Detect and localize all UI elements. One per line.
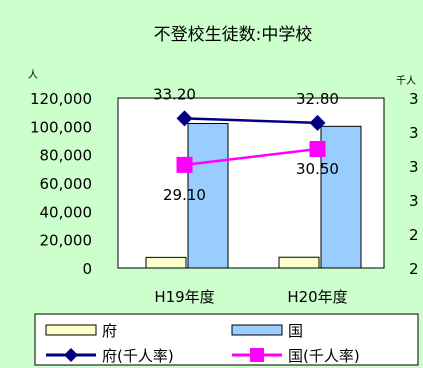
y-left-tick-label: 60,000 bbox=[40, 175, 93, 193]
bar-0-1 bbox=[278, 256, 320, 269]
bar-1-1 bbox=[320, 125, 362, 269]
y-right-tick-label: 3 bbox=[409, 192, 419, 210]
y-right-unit: 千人 bbox=[396, 75, 416, 87]
y-left-tick-label: 80,000 bbox=[40, 147, 93, 165]
legend-marker-3 bbox=[250, 348, 264, 362]
y-right-tick-label: 2 bbox=[409, 226, 419, 244]
legend-label: 府(千人率) bbox=[102, 347, 174, 365]
y-left-tick-label: 0 bbox=[82, 260, 92, 278]
y-left-tick-label: 100,000 bbox=[30, 118, 92, 136]
y-right-tick-label: 3 bbox=[409, 124, 419, 142]
legend-box bbox=[34, 313, 419, 366]
y-left-unit: 人 bbox=[28, 69, 38, 81]
x-tick-label: H19年度 bbox=[154, 288, 214, 306]
data-label: 32.80 bbox=[296, 90, 339, 108]
chart-title: 不登校生徒数:中学校 bbox=[154, 25, 313, 45]
y-left-tick-label: 20,000 bbox=[40, 232, 93, 250]
legend-swatch-0 bbox=[45, 324, 97, 336]
chart-marks: 0 20,000 40,000 60,000 80,000 100,000 120,000 2… bbox=[30, 85, 419, 306]
data-label: 29.10 bbox=[163, 186, 206, 204]
legend-swatch-1 bbox=[231, 324, 283, 336]
y-left-tick-label: 40,000 bbox=[40, 203, 93, 221]
point-2-0 bbox=[176, 110, 193, 127]
bar-1-0 bbox=[187, 123, 229, 269]
line-series-3 bbox=[184, 147, 318, 167]
legend-label: 府 bbox=[102, 322, 117, 340]
y-right-tick-label: 2 bbox=[409, 260, 419, 278]
x-tick-label: H20年度 bbox=[287, 288, 347, 306]
point-2-1 bbox=[309, 114, 326, 131]
line-series-2 bbox=[184, 117, 318, 125]
legend-label: 国 bbox=[288, 322, 303, 340]
y-right-tick-label: 3 bbox=[409, 158, 419, 176]
legend: 府 国府(千人率) 国(千人率) bbox=[34, 313, 419, 366]
y-left-tick-label: 120,000 bbox=[30, 90, 92, 108]
point-3-0 bbox=[176, 156, 193, 173]
data-label: 30.50 bbox=[296, 160, 339, 178]
bar-0-0 bbox=[145, 256, 187, 269]
point-3-1 bbox=[309, 141, 326, 157]
legend-label: 国(千人率) bbox=[288, 347, 360, 365]
data-label: 33.20 bbox=[153, 85, 196, 103]
y-right-tick-label: 3 bbox=[409, 90, 419, 108]
legend-marker-2 bbox=[64, 348, 78, 362]
